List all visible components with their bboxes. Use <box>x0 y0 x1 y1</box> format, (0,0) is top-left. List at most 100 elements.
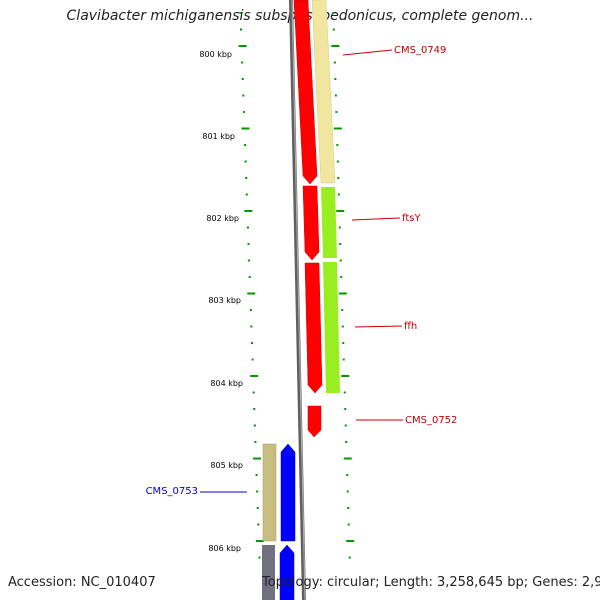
ruler-major-tick <box>250 375 259 377</box>
ruler-major-tick <box>241 127 250 130</box>
scale-label-800: 800 kbp <box>199 50 232 59</box>
ruler-minor-tick <box>336 160 339 163</box>
ruler-minor-tick <box>347 523 350 526</box>
ruler-minor-tick <box>332 28 335 31</box>
ruler-minor-tick <box>347 507 350 509</box>
ruler-minor-tick <box>245 193 248 196</box>
ruler-minor-tick <box>239 12 242 14</box>
ruler-major-tick <box>341 375 350 377</box>
ruler-minor-tick <box>256 490 259 493</box>
ruler-major-tick <box>255 540 264 542</box>
scale-label-804: 804 kbp <box>210 379 243 388</box>
ruler-minor-tick <box>242 111 245 113</box>
cds-ftsy[interactable] <box>302 185 320 261</box>
ruler-major-tick <box>343 457 352 460</box>
ruler-minor-tick <box>346 474 349 476</box>
ruler-major-tick <box>338 292 347 295</box>
scale-label-801: 801 kbp <box>202 132 235 141</box>
ruler-minor-tick <box>337 193 340 196</box>
ruler-ticks <box>238 12 355 559</box>
ruler-minor-tick <box>245 177 248 179</box>
ruler-minor-tick <box>244 144 247 146</box>
ruler-minor-tick <box>248 276 251 278</box>
ruler-minor-tick <box>348 556 351 559</box>
cds-ffh[interactable] <box>304 262 323 394</box>
cog-block-green-1 <box>321 187 337 258</box>
leader-cms-0749 <box>342 49 393 56</box>
cog-block-olive <box>262 443 277 542</box>
cds-cms-0753[interactable] <box>280 443 296 542</box>
label-leaders <box>200 49 403 493</box>
forward-cds-track <box>293 0 323 438</box>
ruler-minor-tick <box>343 391 346 394</box>
ruler-major-tick <box>333 127 342 130</box>
ruler-minor-tick <box>339 259 342 262</box>
ruler-minor-tick <box>241 78 244 80</box>
ruler-minor-tick <box>249 309 252 311</box>
scale-labels: 800 kbp 801 kbp 802 kbp 803 kbp 804 kbp … <box>199 50 243 553</box>
gene-label-cms-0752[interactable]: CMS_0752 <box>405 415 457 426</box>
genome-backbone-highlight <box>291 0 306 600</box>
ruler-minor-tick <box>334 78 337 80</box>
ruler-major-tick <box>331 45 340 47</box>
ruler-minor-tick <box>248 259 251 262</box>
ruler-minor-tick <box>251 358 254 361</box>
ruler-minor-tick <box>252 391 255 394</box>
ruler-minor-tick <box>341 325 344 328</box>
ruler-minor-tick <box>332 12 335 14</box>
ruler-major-tick <box>238 45 247 47</box>
ruler-minor-tick <box>258 556 261 559</box>
cds-cms-0752[interactable] <box>307 405 322 438</box>
ruler-minor-tick <box>344 408 347 410</box>
ruler-minor-tick <box>333 61 336 64</box>
ruler-major-tick <box>247 292 256 295</box>
ruler-minor-tick <box>341 309 344 311</box>
scale-label-806: 806 kbp <box>208 544 241 553</box>
cog-block-khaki <box>311 0 336 184</box>
ruler-minor-tick <box>247 243 250 245</box>
ruler-minor-tick <box>250 325 253 328</box>
gene-label-cms-0753[interactable]: CMS_0753 <box>146 486 198 497</box>
ruler-minor-tick <box>246 226 249 229</box>
ruler-minor-tick <box>253 408 256 410</box>
ruler-minor-tick <box>244 160 247 163</box>
scale-label-803: 803 kbp <box>208 296 241 305</box>
ruler-minor-tick <box>257 523 260 526</box>
gene-label-ffh[interactable]: ffh <box>404 321 417 332</box>
ruler-minor-tick <box>339 243 342 245</box>
ruler-minor-tick <box>342 358 345 361</box>
genome-summary-text: Topology: circular; Length: 3,258,645 bp… <box>262 575 600 590</box>
ruler-minor-tick <box>250 342 253 344</box>
leader-ffh <box>354 325 403 328</box>
scale-label-805: 805 kbp <box>210 461 243 470</box>
leader-ftsy <box>351 217 401 221</box>
gene-label-ftsy[interactable]: ftsY <box>402 213 421 224</box>
gene-label-cms-0749[interactable]: CMS_0749 <box>394 45 446 56</box>
ruler-minor-tick <box>242 94 245 97</box>
ruler-minor-tick <box>345 441 348 443</box>
ruler-minor-tick <box>256 507 259 509</box>
ruler-minor-tick <box>253 424 256 427</box>
cds-cms-0753-next[interactable] <box>279 544 295 600</box>
ruler-minor-tick <box>239 28 242 31</box>
ruler-minor-tick <box>344 424 347 427</box>
ruler-minor-tick <box>334 94 337 97</box>
ruler-minor-tick <box>336 144 339 146</box>
ruler-major-tick <box>346 540 355 542</box>
ruler-minor-tick <box>255 474 258 476</box>
cds-cms-0749[interactable] <box>293 0 318 185</box>
scale-label-802: 802 kbp <box>206 214 239 223</box>
ruler-minor-tick <box>342 342 345 344</box>
ruler-minor-tick <box>338 226 341 229</box>
accession-text: Accession: NC_010407 <box>8 575 156 590</box>
ruler-minor-tick <box>337 177 340 179</box>
gene-labels: CMS_0749 ftsY ffh CMS_0752 CMS_0753 <box>146 45 458 497</box>
ruler-minor-tick <box>340 276 343 278</box>
cog-block-gray <box>262 545 275 600</box>
cog-track <box>311 0 340 393</box>
cog-block-green-2 <box>323 262 340 393</box>
reverse-track <box>262 443 296 600</box>
ruler-major-tick <box>253 457 262 460</box>
